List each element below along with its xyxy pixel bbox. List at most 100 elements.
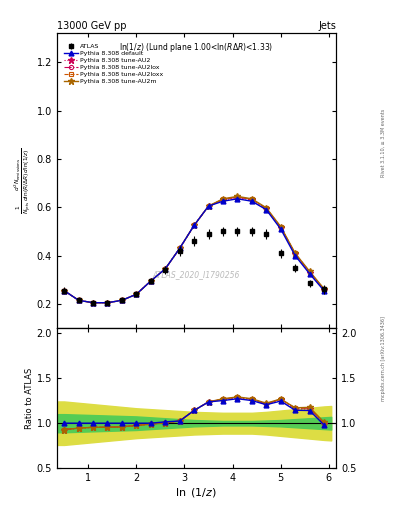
Y-axis label: $\frac{1}{N_\mathrm{jets}}\frac{d^2 N_\mathrm{emissions}}{d\ln(R/\Delta R)\,d\ln: $\frac{1}{N_\mathrm{jets}}\frac{d^2 N_\m…	[12, 147, 33, 214]
Pythia 8.308 tune-AU2loxx	[278, 224, 283, 230]
Pythia 8.308 tune-AU2	[149, 278, 153, 284]
Line: Pythia 8.308 tune-AU2m: Pythia 8.308 tune-AU2m	[61, 193, 327, 306]
Line: Pythia 8.308 tune-AU2loxx: Pythia 8.308 tune-AU2loxx	[62, 195, 326, 305]
Pythia 8.308 tune-AU2loxx	[264, 205, 268, 211]
Pythia 8.308 tune-AU2lox	[307, 269, 312, 275]
Pythia 8.308 tune-AU2lox	[293, 250, 298, 257]
Pythia 8.308 tune-AU2lox	[192, 222, 196, 228]
Pythia 8.308 tune-AU2lox	[105, 300, 110, 306]
Pythia 8.308 tune-AU2loxx	[321, 286, 326, 292]
Pythia 8.308 default	[321, 288, 326, 294]
Pythia 8.308 default	[163, 266, 167, 272]
Pythia 8.308 default	[307, 271, 312, 277]
Pythia 8.308 tune-AU2lox	[76, 297, 81, 304]
Pythia 8.308 tune-AU2m	[220, 196, 225, 202]
Text: Rivet 3.1.10, ≥ 3.3M events: Rivet 3.1.10, ≥ 3.3M events	[381, 109, 386, 178]
Pythia 8.308 tune-AU2loxx	[177, 245, 182, 251]
Pythia 8.308 tune-AU2m	[177, 245, 182, 251]
Text: mcplots.cern.ch [arXiv:1306.3436]: mcplots.cern.ch [arXiv:1306.3436]	[381, 316, 386, 401]
Pythia 8.308 tune-AU2	[278, 225, 283, 231]
Pythia 8.308 tune-AU2loxx	[105, 300, 110, 306]
Pythia 8.308 tune-AU2	[119, 297, 124, 304]
Pythia 8.308 default	[76, 297, 81, 304]
Pythia 8.308 tune-AU2lox	[149, 278, 153, 284]
Pythia 8.308 tune-AU2m	[76, 297, 81, 304]
Line: Pythia 8.308 tune-AU2lox: Pythia 8.308 tune-AU2lox	[62, 195, 326, 305]
Pythia 8.308 default	[62, 288, 66, 294]
Pythia 8.308 tune-AU2loxx	[293, 250, 298, 257]
Pythia 8.308 tune-AU2lox	[91, 300, 95, 306]
Pythia 8.308 tune-AU2m	[235, 194, 240, 200]
X-axis label: $\ln\ (1/z)$: $\ln\ (1/z)$	[176, 486, 217, 499]
Pythia 8.308 default	[235, 196, 240, 202]
Pythia 8.308 tune-AU2loxx	[76, 297, 81, 304]
Pythia 8.308 default	[206, 203, 211, 209]
Pythia 8.308 tune-AU2lox	[235, 194, 240, 200]
Pythia 8.308 tune-AU2	[206, 203, 211, 209]
Pythia 8.308 tune-AU2loxx	[91, 300, 95, 306]
Text: $\ln(1/z)$ (Lund plane 1.00<$\ln(R\Delta R)$<1.33): $\ln(1/z)$ (Lund plane 1.00<$\ln(R\Delta…	[119, 40, 274, 54]
Pythia 8.308 tune-AU2m	[105, 300, 110, 306]
Pythia 8.308 tune-AU2m	[278, 224, 283, 230]
Pythia 8.308 tune-AU2loxx	[62, 288, 66, 294]
Pythia 8.308 tune-AU2loxx	[307, 269, 312, 275]
Pythia 8.308 tune-AU2loxx	[163, 266, 167, 272]
Legend: ATLAS, Pythia 8.308 default, Pythia 8.308 tune-AU2, Pythia 8.308 tune-AU2lox, Py: ATLAS, Pythia 8.308 default, Pythia 8.30…	[63, 42, 165, 85]
Pythia 8.308 tune-AU2m	[206, 203, 211, 209]
Pythia 8.308 tune-AU2loxx	[235, 194, 240, 200]
Pythia 8.308 tune-AU2	[250, 197, 254, 203]
Text: Jets: Jets	[318, 20, 336, 31]
Pythia 8.308 tune-AU2	[192, 222, 196, 228]
Pythia 8.308 tune-AU2lox	[62, 288, 66, 294]
Pythia 8.308 default	[293, 252, 298, 259]
Pythia 8.308 default	[192, 222, 196, 228]
Pythia 8.308 tune-AU2m	[62, 288, 66, 294]
Pythia 8.308 tune-AU2lox	[134, 291, 139, 297]
Pythia 8.308 tune-AU2m	[321, 286, 326, 292]
Pythia 8.308 tune-AU2loxx	[119, 297, 124, 304]
Pythia 8.308 tune-AU2lox	[321, 286, 326, 292]
Line: Pythia 8.308 default: Pythia 8.308 default	[62, 197, 327, 305]
Pythia 8.308 tune-AU2loxx	[192, 222, 196, 228]
Pythia 8.308 tune-AU2	[220, 197, 225, 203]
Pythia 8.308 tune-AU2	[177, 245, 182, 251]
Pythia 8.308 default	[149, 278, 153, 284]
Pythia 8.308 tune-AU2lox	[250, 197, 254, 203]
Pythia 8.308 tune-AU2m	[91, 300, 95, 306]
Pythia 8.308 tune-AU2	[264, 206, 268, 212]
Pythia 8.308 tune-AU2loxx	[134, 291, 139, 297]
Pythia 8.308 tune-AU2m	[163, 266, 167, 272]
Pythia 8.308 tune-AU2loxx	[149, 278, 153, 284]
Pythia 8.308 tune-AU2	[76, 297, 81, 304]
Line: Pythia 8.308 tune-AU2: Pythia 8.308 tune-AU2	[61, 194, 327, 306]
Pythia 8.308 tune-AU2lox	[220, 197, 225, 203]
Pythia 8.308 default	[91, 300, 95, 306]
Pythia 8.308 default	[177, 245, 182, 251]
Y-axis label: Ratio to ATLAS: Ratio to ATLAS	[25, 368, 34, 429]
Pythia 8.308 default	[134, 291, 139, 297]
Pythia 8.308 tune-AU2	[321, 287, 326, 293]
Pythia 8.308 tune-AU2m	[192, 222, 196, 228]
Pythia 8.308 tune-AU2loxx	[220, 196, 225, 202]
Pythia 8.308 tune-AU2loxx	[250, 196, 254, 202]
Pythia 8.308 tune-AU2	[293, 251, 298, 258]
Pythia 8.308 tune-AU2m	[119, 297, 124, 304]
Pythia 8.308 tune-AU2lox	[264, 205, 268, 211]
Pythia 8.308 default	[278, 226, 283, 232]
Pythia 8.308 tune-AU2lox	[206, 203, 211, 209]
Pythia 8.308 tune-AU2m	[307, 268, 312, 274]
Text: ATLAS_2020_I1790256: ATLAS_2020_I1790256	[153, 270, 240, 280]
Pythia 8.308 tune-AU2m	[149, 278, 153, 284]
Pythia 8.308 tune-AU2m	[264, 205, 268, 211]
Pythia 8.308 default	[250, 198, 254, 204]
Pythia 8.308 tune-AU2lox	[163, 266, 167, 272]
Pythia 8.308 tune-AU2	[307, 269, 312, 275]
Pythia 8.308 default	[105, 300, 110, 306]
Pythia 8.308 tune-AU2lox	[119, 297, 124, 304]
Pythia 8.308 tune-AU2	[134, 291, 139, 297]
Pythia 8.308 tune-AU2	[91, 300, 95, 306]
Pythia 8.308 default	[119, 297, 124, 304]
Pythia 8.308 tune-AU2loxx	[206, 203, 211, 209]
Pythia 8.308 default	[220, 198, 225, 204]
Pythia 8.308 tune-AU2	[62, 288, 66, 294]
